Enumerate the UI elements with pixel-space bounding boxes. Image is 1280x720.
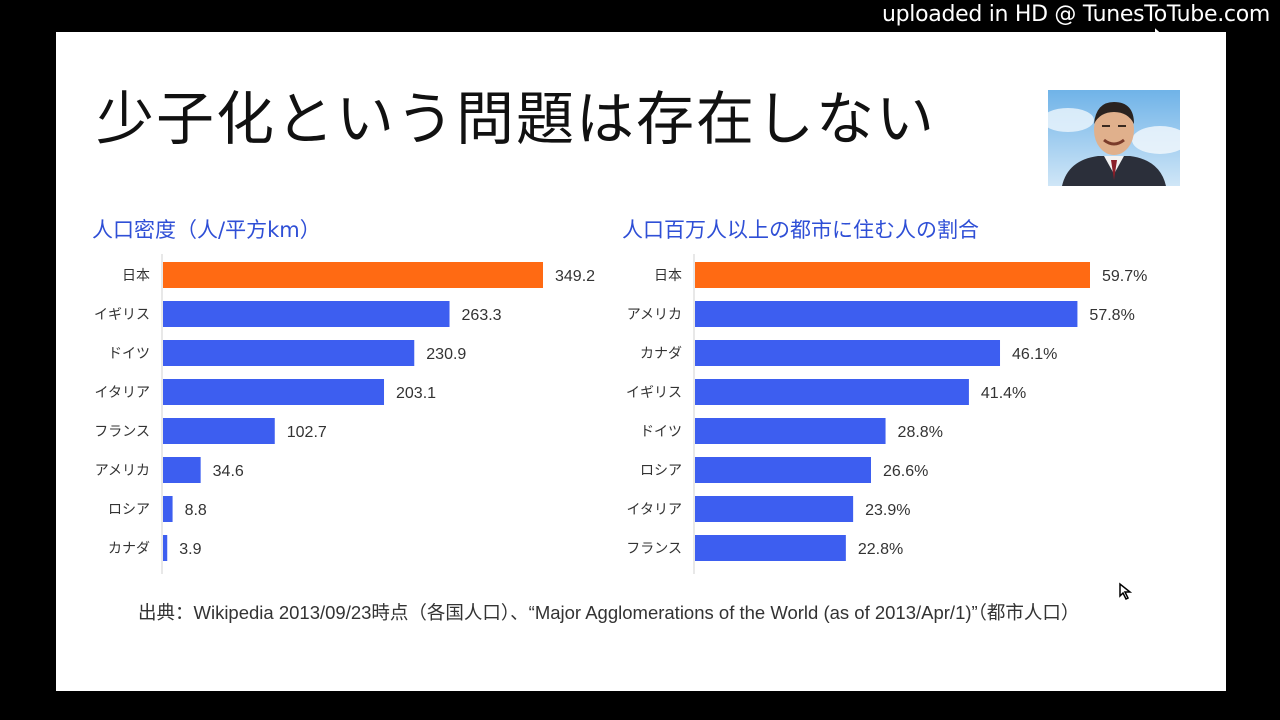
bar: [695, 301, 1078, 327]
data-label: 41.4%: [981, 385, 1026, 402]
category-label: ドイツ: [108, 346, 150, 362]
category-label: カナダ: [108, 541, 150, 557]
bar: [163, 379, 385, 405]
chart-title-urban: 人口百万人以上の都市に住む人の割合: [622, 218, 979, 242]
source-note: 出典：Wikipedia 2013/09/23時点（各国人口）、“Major A…: [138, 602, 1080, 623]
slide: 少子化という問題は存在しない 人口密度（人/平方km） 日本 349.2 イギリス 2…: [56, 32, 1226, 691]
data-label: 3.9: [179, 541, 201, 558]
category-label: イギリス: [626, 385, 682, 401]
bar: [163, 301, 450, 327]
bar: [695, 496, 854, 522]
category-label: フランス: [626, 541, 682, 557]
presenter-photo: [1048, 90, 1180, 186]
data-label: 102.7: [287, 424, 327, 441]
slide-title: 少子化という問題は存在しない: [96, 85, 937, 153]
category-label: 日本: [654, 268, 682, 284]
data-label: 23.9%: [865, 502, 910, 519]
bar: [163, 496, 173, 522]
bar: [163, 535, 168, 561]
data-label: 349.2: [555, 268, 595, 285]
data-label: 57.8%: [1089, 307, 1134, 324]
bar: [695, 379, 969, 405]
bar: [695, 457, 871, 483]
bar: [163, 457, 201, 483]
category-label: フランス: [94, 424, 150, 440]
category-label: アメリカ: [95, 463, 150, 479]
category-label: 日本: [122, 268, 150, 284]
category-label: ロシア: [640, 463, 682, 479]
bar: [695, 535, 846, 561]
data-label: 28.8%: [898, 424, 943, 441]
data-label: 230.9: [426, 346, 466, 363]
category-label: ドイツ: [640, 424, 682, 440]
category-label: ロシア: [108, 502, 150, 518]
watermark-text: uploaded in HD @ TunesToTube.com: [881, 2, 1270, 27]
bar: [695, 262, 1090, 288]
bar: [163, 418, 275, 444]
category-label: イタリア: [627, 502, 682, 518]
chart-title-density: 人口密度（人/平方km）: [92, 218, 321, 242]
bar: [695, 418, 886, 444]
density-bar-chart: 日本 349.2 イギリス 263.3 ドイツ 230.9 イタリア 203.1 フランス 102…: [94, 254, 595, 574]
bar: [163, 340, 415, 366]
category-label: アメリカ: [627, 307, 682, 323]
category-label: イタリア: [95, 385, 150, 401]
cursor-icon: [1119, 582, 1133, 601]
urban-share-bar-chart: 日本 59.7% アメリカ 57.8% カナダ 46.1% イギリス 41.4% ドイツ 28.8…: [626, 254, 1147, 574]
category-label: イギリス: [94, 307, 150, 323]
bar: [695, 340, 1001, 366]
data-label: 34.6: [213, 463, 244, 480]
bar: [163, 262, 543, 288]
data-label: 203.1: [396, 385, 436, 402]
data-label: 8.8: [185, 502, 207, 519]
data-label: 46.1%: [1012, 346, 1057, 363]
data-label: 22.8%: [858, 541, 903, 558]
data-label: 26.6%: [883, 463, 928, 480]
data-label: 59.7%: [1102, 268, 1147, 285]
data-label: 263.3: [462, 307, 502, 324]
category-label: カナダ: [640, 346, 682, 362]
